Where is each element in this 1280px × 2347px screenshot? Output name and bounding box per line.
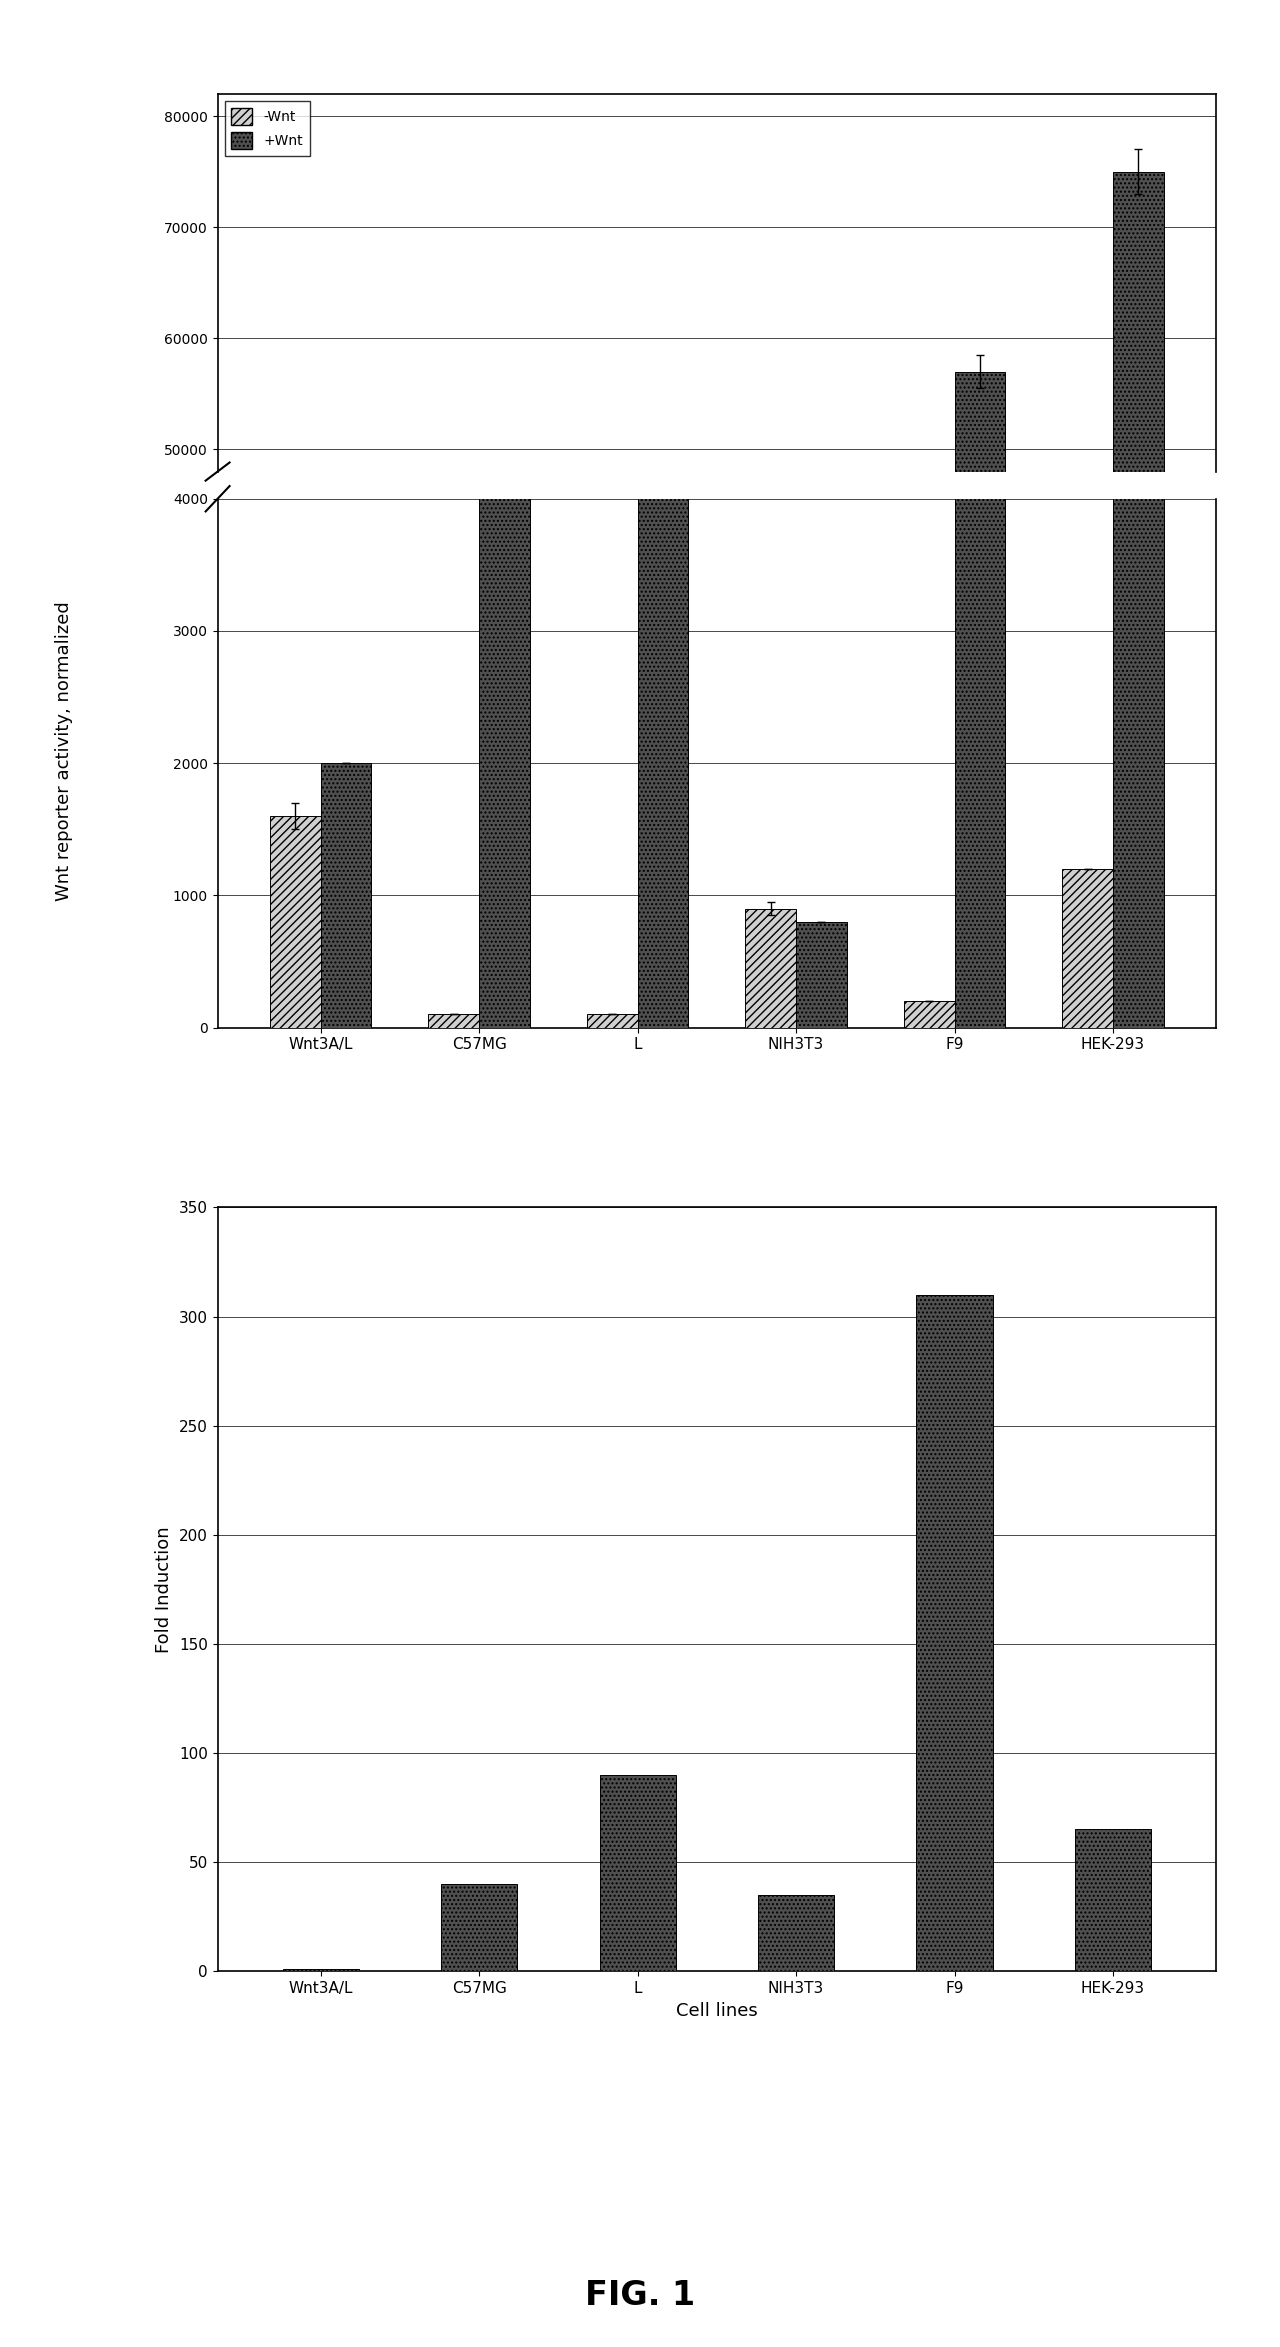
- Legend: -Wnt, +Wnt: -Wnt, +Wnt: [224, 101, 310, 155]
- Bar: [1075, 1828, 1151, 1971]
- Bar: [955, 0, 1005, 1028]
- Text: FIG. 1: FIG. 1: [585, 2279, 695, 2312]
- Bar: [1114, 171, 1164, 1005]
- Bar: [955, 371, 1005, 1005]
- Bar: [429, 1014, 479, 1028]
- Bar: [745, 908, 796, 1028]
- Bar: [916, 1296, 992, 1971]
- Bar: [599, 1774, 676, 1971]
- Bar: [586, 1014, 637, 1028]
- Bar: [1062, 868, 1114, 1028]
- Y-axis label: Fold Induction: Fold Induction: [155, 1526, 173, 1652]
- Bar: [1114, 0, 1164, 1028]
- Bar: [320, 983, 371, 1005]
- Text: Wnt reporter activity, normalized: Wnt reporter activity, normalized: [55, 601, 73, 901]
- Bar: [479, 300, 530, 1028]
- Bar: [442, 1885, 517, 1971]
- Bar: [270, 817, 320, 1028]
- Bar: [637, 951, 689, 1005]
- X-axis label: Cell lines: Cell lines: [676, 2002, 758, 2021]
- Bar: [796, 995, 847, 1005]
- Bar: [758, 1894, 835, 1971]
- Bar: [904, 1002, 955, 1028]
- Bar: [745, 995, 796, 1005]
- Bar: [479, 943, 530, 1005]
- Bar: [796, 922, 847, 1028]
- Bar: [637, 380, 689, 1028]
- Bar: [270, 988, 320, 1005]
- Bar: [1062, 990, 1114, 1005]
- Bar: [320, 763, 371, 1028]
